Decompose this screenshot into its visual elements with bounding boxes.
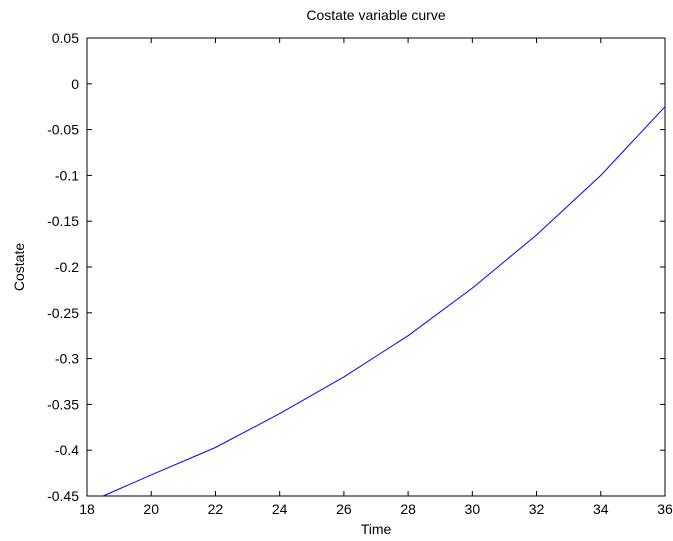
x-tick-label: 24 bbox=[272, 501, 288, 517]
x-tick-label: 34 bbox=[593, 501, 609, 517]
x-axis-label: Time bbox=[361, 521, 392, 537]
y-tick-label: -0.15 bbox=[47, 213, 79, 229]
x-tick-label: 30 bbox=[465, 501, 481, 517]
x-tick-label: 22 bbox=[208, 501, 224, 517]
chart-title: Costate variable curve bbox=[306, 7, 446, 23]
x-tick-labels: 18 20 22 24 26 28 30 32 34 36 bbox=[79, 501, 673, 517]
y-tick-label: 0.05 bbox=[52, 30, 79, 46]
x-tick-label: 32 bbox=[529, 501, 545, 517]
y-tick-label: -0.35 bbox=[47, 396, 79, 412]
y-tick-label: -0.45 bbox=[47, 488, 79, 504]
axis-ticks bbox=[86, 37, 666, 497]
x-tick-label: 18 bbox=[79, 501, 95, 517]
series-group bbox=[102, 106, 666, 497]
y-tick-label: -0.4 bbox=[55, 442, 79, 458]
y-tick-label: -0.3 bbox=[55, 351, 79, 367]
series-line bbox=[102, 106, 666, 497]
y-tick-label: 0 bbox=[71, 76, 79, 92]
y-tick-label: -0.25 bbox=[47, 305, 79, 321]
x-tick-label: 20 bbox=[143, 501, 159, 517]
y-tick-label: -0.05 bbox=[47, 122, 79, 138]
plot-area bbox=[86, 37, 666, 497]
y-tick-label: -0.1 bbox=[55, 167, 79, 183]
y-axis-label: Costate bbox=[11, 243, 27, 291]
x-tick-label: 36 bbox=[657, 501, 673, 517]
y-tick-label: -0.2 bbox=[55, 259, 79, 275]
y-tick-labels: 0.05 0 -0.05 -0.1 -0.15 -0.2 -0.25 -0.3 -0.35 -0.… bbox=[47, 30, 79, 504]
x-tick-label: 28 bbox=[400, 501, 416, 517]
x-tick-label: 26 bbox=[336, 501, 352, 517]
